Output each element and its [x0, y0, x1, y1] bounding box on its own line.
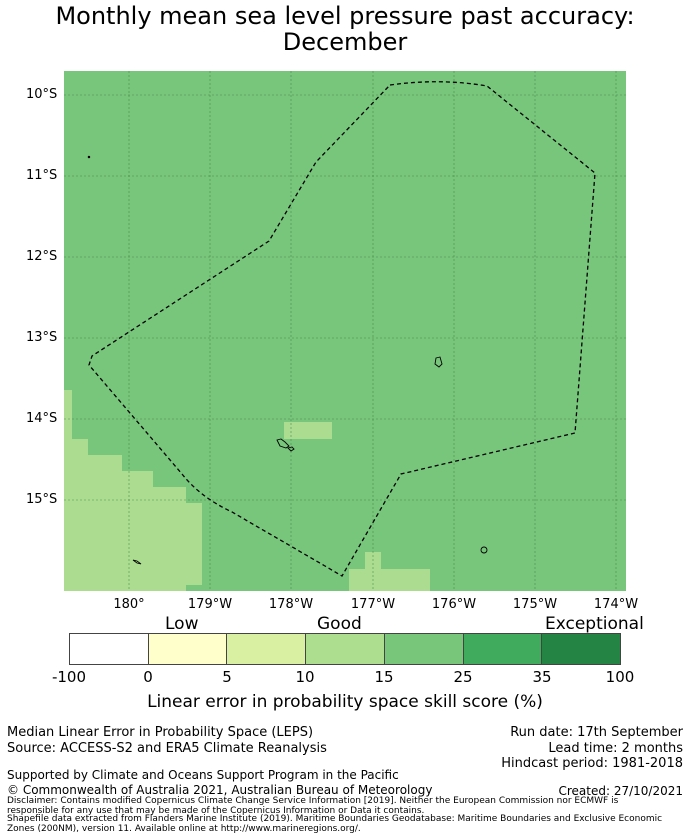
lat-label-10s: 10°S	[26, 87, 58, 102]
lon-label-180: 180°	[113, 597, 145, 612]
colorbar-segment-0	[70, 634, 149, 664]
colorbar-title: Linear error in probability space skill …	[147, 692, 543, 712]
colorbar-segment-6	[542, 634, 621, 664]
disclaimer-line2: responsible for any use that may be made…	[7, 806, 425, 816]
disclaimer-line1: Disclaimer: Contains modified Copernicus…	[7, 796, 619, 806]
colorbar-segment-2	[227, 634, 307, 664]
copyright-text: © Commonwealth of Australia 2021, Austra…	[7, 783, 433, 797]
lon-label-175w: 175°W	[512, 597, 558, 612]
shapefile-line1: Shapefile data extracted from Flanders M…	[7, 814, 663, 824]
colorbar-tick: 5	[222, 668, 232, 686]
colorbar-tick: 25	[453, 668, 473, 686]
lat-label-15s: 15°S	[26, 492, 58, 507]
lon-label-176w: 176°W	[431, 597, 477, 612]
lon-label-174w: 174°W	[593, 597, 639, 612]
colorbar-category-good: Good	[317, 614, 362, 634]
colorbar-tick: 100	[605, 668, 635, 686]
colorbar-tick: 0	[143, 668, 153, 686]
lon-label-178w: 178°W	[268, 597, 314, 612]
colorbar-tick: -100	[51, 668, 87, 686]
created-text: Created: 27/10/2021	[558, 784, 683, 798]
colorbar-segment-3	[306, 634, 385, 664]
eez-boundary	[88, 81, 596, 577]
islands	[87, 155, 488, 565]
lon-label-179w: 179°W	[187, 597, 233, 612]
map-title-line1: Monthly mean sea level pressure past acc…	[55, 2, 635, 30]
colorbar-category-exceptional: Exceptional	[545, 614, 644, 634]
colorbar-segment-1	[148, 634, 228, 664]
skill-map	[64, 71, 626, 591]
supported-text: Supported by Climate and Oceans Support …	[7, 768, 399, 782]
lat-label-13s: 13°S	[26, 330, 58, 345]
lon-label-177w: 177°W	[350, 597, 396, 612]
source-text: Source: ACCESS-S2 and ERA5 Climate Reana…	[7, 741, 327, 756]
hindcast-text: Hindcast period: 1981-2018	[501, 756, 683, 771]
low-skill-cells	[64, 390, 430, 591]
shapefile-line2: Zones (200NM), version 11. Available onl…	[7, 824, 361, 834]
graticule	[64, 71, 626, 591]
lat-label-12s: 12°S	[26, 249, 58, 264]
colorbar-tick: 15	[374, 668, 394, 686]
colorbar-segment-4	[384, 634, 464, 664]
run-date-text: Run date: 17th September	[510, 725, 683, 740]
colorbar-tick: 35	[532, 668, 552, 686]
lat-label-11s: 11°S	[26, 168, 58, 183]
colorbar-tick: 10	[295, 668, 315, 686]
map-title-line2: December	[282, 28, 408, 56]
colorbar-category-low: Low	[165, 614, 199, 634]
lat-label-14s: 14°S	[26, 411, 58, 426]
lead-time-text: Lead time: 2 months	[548, 741, 683, 756]
colorbar-segment-5	[463, 634, 543, 664]
colorbar	[69, 633, 621, 665]
method-text: Median Linear Error in Probability Space…	[7, 725, 314, 740]
